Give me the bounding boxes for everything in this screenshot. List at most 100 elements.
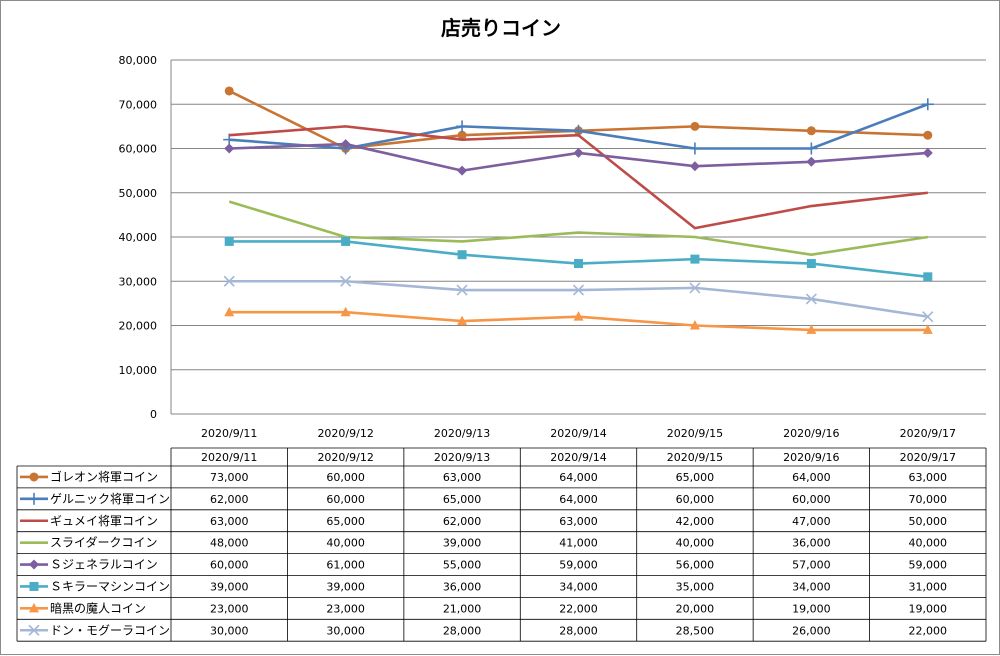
data-point	[456, 284, 468, 296]
data-point	[922, 147, 933, 158]
legend-label: ギュメイ将軍コイン	[50, 514, 158, 528]
x-tick-label: 2020/9/16	[783, 427, 839, 440]
data-point	[806, 324, 817, 334]
y-tick-label: 30,000	[119, 275, 158, 288]
series-line	[229, 125, 928, 230]
data-point	[29, 602, 39, 613]
table-cell: 61,000	[326, 559, 365, 572]
table-cell: 22,000	[909, 624, 948, 637]
data-point	[690, 121, 700, 131]
table-cell: 28,000	[559, 624, 598, 637]
table-cell: 60,000	[326, 493, 365, 506]
table-cell: 63,000	[210, 515, 249, 528]
data-point	[574, 259, 583, 269]
table-cell: 39,000	[443, 537, 482, 550]
table-cell: 60,000	[676, 493, 715, 506]
data-point	[224, 236, 234, 246]
data-point	[341, 236, 351, 246]
point-stroke	[922, 311, 934, 323]
table-cell: 62,000	[443, 515, 482, 528]
data-point	[340, 275, 352, 287]
data-point	[805, 293, 817, 305]
legend-key	[20, 559, 48, 570]
data-point	[922, 324, 933, 334]
point-stroke	[340, 275, 352, 287]
table-cell: 41,000	[559, 537, 598, 550]
table-cell: 65,000	[676, 471, 715, 484]
legend-label: ゴレオン将軍コイン	[50, 469, 158, 484]
y-tick-label: 40,000	[119, 231, 158, 244]
point-stroke	[223, 275, 235, 287]
series-line	[228, 200, 928, 256]
table-cell: 40,000	[909, 537, 948, 550]
data-point	[573, 311, 584, 321]
table-header-cell: 2020/9/16	[783, 451, 839, 464]
data-point	[923, 130, 933, 140]
table-cell: 23,000	[210, 602, 249, 615]
x-tick-label: 2020/9/13	[434, 427, 490, 440]
legend-key	[20, 472, 48, 482]
data-point	[29, 559, 39, 570]
legend-label: ゲルニック将軍コイン	[50, 492, 170, 506]
table-cell: 28,500	[676, 624, 715, 637]
table-cell: 30,000	[326, 624, 365, 637]
y-tick-label: 20,000	[119, 320, 158, 333]
point-stroke	[456, 284, 468, 296]
series-5	[224, 236, 933, 282]
table-cell: 65,000	[326, 515, 365, 528]
data-point	[28, 624, 40, 636]
data-point	[689, 161, 700, 172]
table-cell: 20,000	[676, 602, 715, 615]
table-header-cell: 2020/9/14	[550, 451, 606, 464]
table-cell: 60,000	[792, 493, 831, 506]
table-cell: 21,000	[443, 602, 482, 615]
data-point	[340, 306, 351, 317]
table-cell: 36,000	[443, 580, 482, 593]
table-cell: 62,000	[210, 493, 249, 506]
table-cell: 40,000	[326, 537, 365, 550]
y-tick-label: 70,000	[119, 98, 158, 111]
table-cell: 73,000	[210, 471, 249, 484]
data-point	[922, 311, 934, 323]
data-point	[806, 156, 817, 167]
table-cell: 56,000	[676, 559, 715, 572]
table-cell: 63,000	[443, 471, 482, 484]
data-point	[224, 86, 234, 96]
series-4	[224, 139, 933, 176]
data-point	[689, 282, 701, 294]
legend-label: Ｓジェネラルコイン	[50, 558, 158, 572]
data-point	[457, 130, 467, 140]
data-point	[573, 147, 584, 158]
table-cell: 19,000	[792, 602, 831, 615]
table-cell: 19,000	[909, 602, 948, 615]
series-2	[229, 125, 928, 230]
x-tick-label: 2020/9/11	[201, 427, 257, 440]
grid-layer	[171, 59, 986, 371]
point-stroke	[28, 624, 40, 636]
series-7	[223, 275, 934, 323]
data-point	[224, 306, 235, 317]
data-table: 2020/9/11 2020/9/12 2020/9/13 2020/9/14 2020…	[16, 447, 987, 642]
data-point	[457, 315, 468, 326]
point-stroke	[805, 293, 817, 305]
table-cell: 55,000	[443, 559, 482, 572]
data-point	[806, 126, 816, 136]
y-tick-label: 80,000	[119, 54, 158, 67]
data-point	[690, 254, 700, 264]
table-cell: 26,000	[792, 624, 831, 637]
table-cell: 63,000	[909, 471, 948, 484]
table-cell: 50,000	[909, 515, 948, 528]
table-cell: 31,000	[909, 580, 948, 593]
legend-label: スライダークコイン	[50, 535, 158, 550]
y-tick-label: 60,000	[119, 143, 158, 156]
data-point	[28, 492, 40, 505]
legend-key	[20, 602, 48, 613]
series-line	[228, 89, 928, 150]
table-cell: 30,000	[210, 624, 249, 637]
table-cell: 39,000	[326, 580, 365, 593]
table-cell: 65,000	[443, 493, 482, 506]
x-tick-label: 2020/9/14	[550, 427, 606, 440]
data-point	[224, 143, 235, 154]
table-cell: 70,000	[909, 493, 948, 506]
x-tick-label: 2020/9/12	[317, 427, 373, 440]
